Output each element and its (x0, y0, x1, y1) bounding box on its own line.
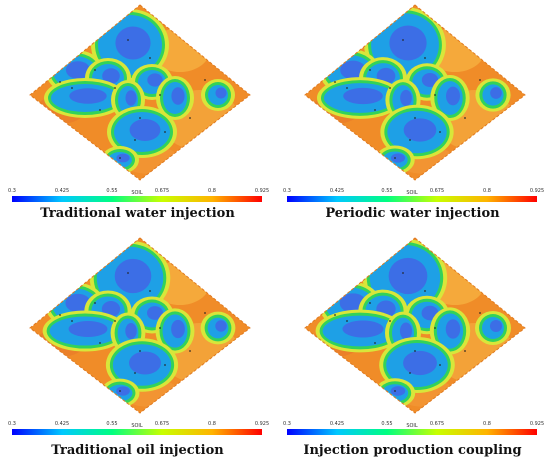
panel-caption: Traditional oil injection (51, 443, 224, 458)
colorbar-gradient (12, 429, 262, 435)
saturation-map (29, 237, 251, 414)
panel-caption: Periodic water injection (325, 206, 500, 221)
colorbar-tick: 0.425 (54, 421, 70, 427)
saturation-map (304, 4, 526, 181)
colorbar-label: SOIL (406, 190, 418, 196)
panel-periodic-water-injection: SOIL 0.3 0.425 0.55 0.675 0.8 0.925 Peri… (275, 0, 550, 232)
panel-traditional-water-injection: SOIL 0.3 0.425 0.55 0.675 0.8 0.925 Trad… (0, 0, 275, 232)
colorbar-tick: 0.925 (529, 421, 545, 427)
soil-colorbar: SOIL 0.3 0.425 0.55 0.675 0.8 0.925 (283, 188, 544, 212)
colorbar-tick: 0.925 (254, 188, 270, 194)
panel-caption: Traditional water injection (40, 206, 235, 221)
colorbar-ticks: 0.3 0.425 0.55 0.675 0.8 0.925 (283, 421, 544, 429)
colorbar-tick: 0.8 (208, 421, 216, 427)
panel-traditional-oil-injection: SOIL 0.3 0.425 0.55 0.675 0.8 0.925 Trad… (0, 233, 275, 465)
panel-injection-production-coupling: SOIL 0.3 0.425 0.55 0.675 0.8 0.925 Inje… (275, 233, 550, 465)
colorbar-gradient (287, 429, 537, 435)
soil-colorbar: SOIL 0.3 0.425 0.55 0.675 0.8 0.925 (283, 421, 544, 445)
colorbar-tick: 0.8 (208, 188, 216, 194)
colorbar-tick: 0.8 (483, 188, 491, 194)
colorbar-tick: 0.55 (381, 188, 393, 194)
colorbar-tick: 0.55 (106, 421, 118, 427)
soil-colorbar: SOIL 0.3 0.425 0.55 0.675 0.8 0.925 (8, 188, 269, 212)
colorbar-tick: 0.8 (483, 421, 491, 427)
colorbar-tick: 0.675 (429, 421, 445, 427)
colorbar-tick: 0.675 (429, 188, 445, 194)
colorbar-gradient (287, 196, 537, 202)
colorbar-tick: 0.925 (529, 188, 545, 194)
saturation-map (29, 4, 251, 181)
panel-caption: Injection production coupling (303, 443, 522, 458)
colorbar-tick: 0.925 (254, 421, 270, 427)
colorbar-ticks: 0.3 0.425 0.55 0.675 0.8 0.925 (8, 188, 269, 196)
colorbar-label: SOIL (131, 190, 143, 196)
colorbar-label: SOIL (131, 423, 143, 429)
colorbar-tick: 0.425 (54, 188, 70, 194)
colorbar-ticks: 0.3 0.425 0.55 0.675 0.8 0.925 (8, 421, 269, 429)
colorbar-tick: 0.55 (106, 188, 118, 194)
colorbar-gradient (12, 196, 262, 202)
colorbar-tick: 0.3 (283, 188, 291, 194)
colorbar-tick: 0.425 (329, 188, 345, 194)
colorbar-tick: 0.55 (381, 421, 393, 427)
colorbar-tick: 0.3 (8, 188, 16, 194)
colorbar-tick: 0.3 (283, 421, 291, 427)
colorbar-tick: 0.3 (8, 421, 16, 427)
colorbar-tick: 0.675 (154, 188, 170, 194)
colorbar-tick: 0.675 (154, 421, 170, 427)
colorbar-ticks: 0.3 0.425 0.55 0.675 0.8 0.925 (283, 188, 544, 196)
colorbar-label: SOIL (406, 423, 418, 429)
colorbar-tick: 0.425 (329, 421, 345, 427)
saturation-map (304, 237, 526, 414)
soil-colorbar: SOIL 0.3 0.425 0.55 0.675 0.8 0.925 (8, 421, 269, 445)
